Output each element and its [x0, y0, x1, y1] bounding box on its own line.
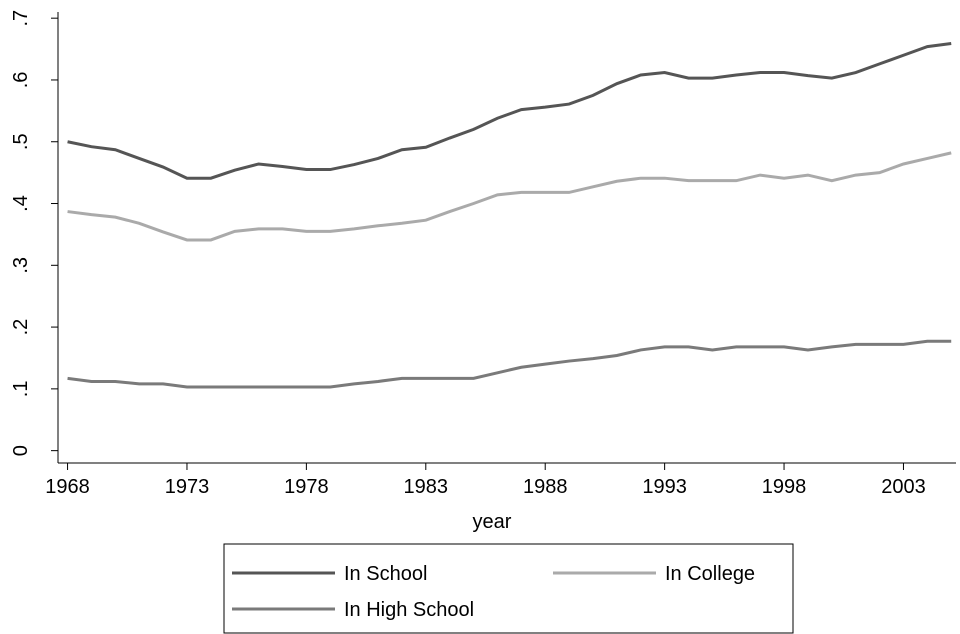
y-tick-label: .2 [10, 319, 32, 336]
y-tick-label: 0 [10, 445, 32, 456]
x-tick-label: 1978 [284, 476, 329, 498]
x-tick-label: 1993 [642, 476, 687, 498]
line-series [67, 151, 952, 242]
line-series [67, 339, 952, 389]
x-tick-label: 1983 [404, 476, 449, 498]
x-tick-label: 1998 [762, 476, 807, 498]
y-tick-label: .7 [10, 10, 32, 27]
x-tick-label: 1973 [165, 476, 210, 498]
line-series [67, 42, 952, 180]
legend-label: In College [665, 563, 755, 585]
x-tick-label: 2003 [881, 476, 926, 498]
x-tick-label: 1968 [45, 476, 90, 498]
legend-label: In School [344, 563, 427, 585]
y-tick-label: .3 [10, 257, 32, 274]
legend-label: In High School [344, 599, 474, 621]
x-tick-label: 1988 [523, 476, 568, 498]
y-tick-label: .4 [10, 195, 32, 212]
legend-box [223, 543, 794, 634]
y-tick-label: .1 [10, 381, 32, 398]
y-tick-label: .6 [10, 72, 32, 89]
y-tick-label: .5 [10, 133, 32, 150]
x-axis-label: year [473, 511, 512, 533]
